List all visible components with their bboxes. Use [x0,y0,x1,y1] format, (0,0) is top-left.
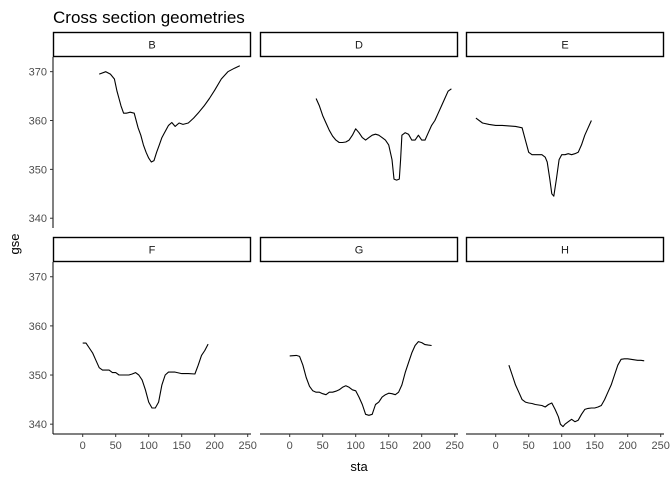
facet-panel-h: H 0 50 100 150 200 250 [465,236,670,452]
facet-strip [259,236,459,263]
y-tick-label: 340 [29,419,47,431]
x-tick-label: 100 [553,440,571,452]
chart-title: Cross section geometries [53,8,245,27]
x-tick-label: 200 [413,440,431,452]
x-tick-label: 150 [380,440,398,452]
y-tick-label: 350 [29,370,47,382]
y-tick-label: 360 [29,321,47,333]
x-tick-label: 200 [206,440,224,452]
facet-panel-f: F 340 350 360 370 0 50 100 150 200 250 [29,236,257,452]
x-tick-label: 50 [110,440,122,452]
x-tick-label: 250 [652,440,670,452]
x-tick-label: 100 [140,440,158,452]
y-tick-label: 360 [29,116,47,128]
facet-strip [465,236,665,263]
facet-panels: B 340 350 360 370 D E F 340 350 360 370 0 50 100 150 200… [29,31,670,452]
facet-strip-label: G [355,245,364,257]
facet-panel-d: D [259,31,459,181]
y-tick-label: 370 [29,67,47,79]
x-tick-label: 200 [619,440,637,452]
series-line-h [508,358,645,428]
x-tick-label: 250 [446,440,464,452]
x-tick-label: 0 [80,440,86,452]
facet-strip [259,31,459,58]
x-tick-label: 150 [173,440,191,452]
y-tick-label: 340 [29,213,47,225]
y-tick-label: 370 [29,272,47,284]
series-line-g [289,341,432,416]
facet-strip-label: F [149,245,156,257]
series-line-b [99,65,241,163]
facet-panel-e: E [465,31,665,197]
series-line-f [82,342,209,409]
x-tick-label: 0 [287,440,293,452]
facet-strip-label: E [561,40,568,52]
x-tick-label: 250 [239,440,257,452]
facet-strip-label: B [148,40,155,52]
facet-panel-b: B 340 350 360 370 [29,31,252,228]
facet-strip [465,31,665,58]
facet-panel-g: G 0 50 100 150 200 250 [259,236,464,452]
series-line-d [315,88,452,181]
y-axis-title: gse [7,234,22,255]
x-tick-label: 50 [317,440,329,452]
x-tick-label: 0 [493,440,499,452]
facet-strip-label: H [561,245,569,257]
facet-strip-label: D [355,40,363,52]
facet-strip [52,236,252,263]
series-line-e [475,117,592,197]
x-tick-label: 100 [347,440,365,452]
x-tick-label: 150 [586,440,604,452]
x-axis-title: sta [350,459,368,474]
y-tick-label: 350 [29,164,47,176]
facet-strip [52,31,252,58]
x-tick-label: 50 [523,440,535,452]
